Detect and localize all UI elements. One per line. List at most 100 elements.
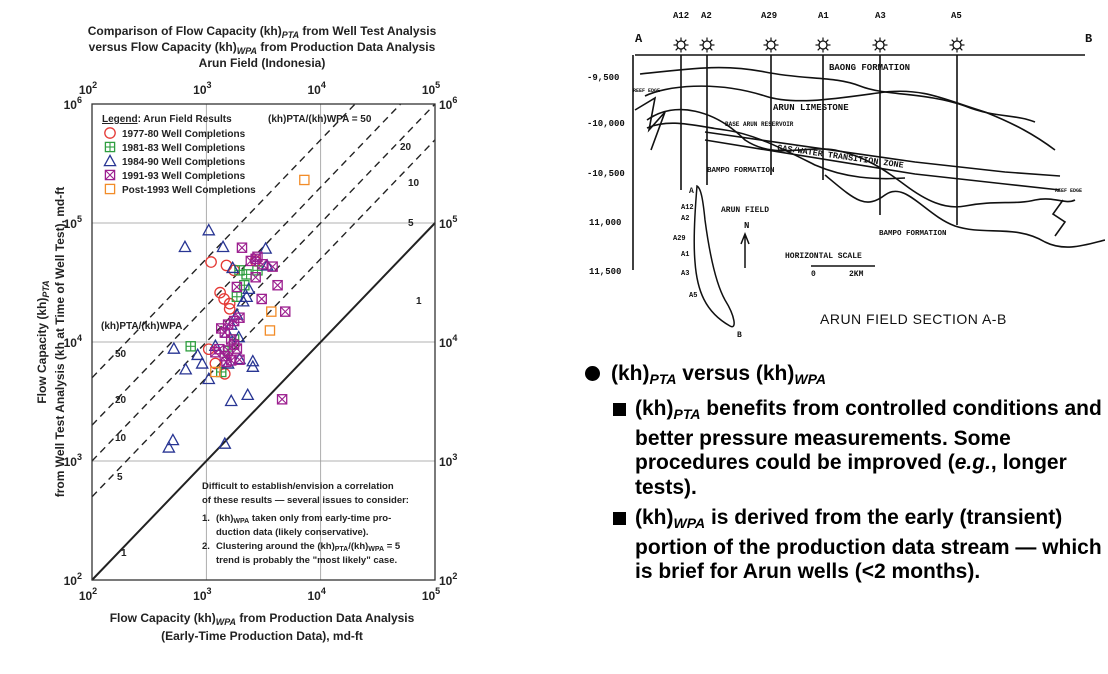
well-label-5: A3	[875, 11, 886, 21]
ratio-line-5	[91, 139, 436, 498]
bullet-square	[613, 512, 626, 525]
flow-capacity-chart: Comparison of Flow Capacity (kh)PTA from…	[35, 24, 457, 643]
data-point	[216, 239, 230, 253]
right-spike	[1051, 199, 1067, 237]
arun-field-cross-section: A12 A2 A29 A1 A3 A5 A B -9,500 -10,000 -…	[587, 11, 1105, 340]
bullet-main-sub2: WPA	[794, 371, 826, 387]
bullet-dot	[585, 366, 600, 381]
well-label-2: A2	[701, 11, 712, 21]
map-label: ARUN FIELD	[721, 206, 769, 215]
y-tick-label-left: 103	[64, 452, 82, 469]
data-point	[218, 436, 232, 449]
formation-baong: BAONG FORMATION	[829, 63, 910, 73]
y-tick-label-left: 105	[64, 214, 82, 231]
data-point	[258, 241, 273, 254]
data-point	[202, 371, 216, 385]
data-point	[236, 294, 250, 307]
data-point	[232, 352, 247, 365]
data-point	[220, 259, 233, 272]
y-tick-label-left: 104	[64, 333, 82, 350]
data-point	[202, 223, 216, 236]
bullet2-sub: WPA	[673, 515, 706, 531]
y-tick-label-right: 104	[439, 333, 457, 350]
base-reservoir	[646, 122, 906, 180]
map-well-2: A2	[681, 215, 689, 223]
map-well-6: A5	[689, 292, 697, 300]
bullet1-text: benefits from controlled conditions and …	[635, 397, 1102, 474]
legend-marker	[104, 141, 116, 153]
y-tick-label-right: 102	[439, 571, 457, 588]
data-point	[225, 260, 240, 274]
ratio-label-1: 1	[416, 296, 422, 307]
x-tick-label-top: 104	[307, 80, 325, 97]
data-point	[276, 394, 288, 405]
reef-edge-left: REEF EDGE	[633, 88, 660, 94]
map-well-4: A1	[681, 251, 689, 259]
depth-label-4: 11,000	[589, 218, 621, 228]
formation-bampo-1: BAMPO FORMATION	[707, 167, 775, 175]
y-tick-label-left: 106	[64, 95, 82, 112]
legend-marker	[104, 169, 116, 181]
field-outline	[693, 184, 735, 328]
legend-marker	[104, 183, 116, 195]
data-point	[202, 343, 215, 356]
annotation-line2: of these results — several issues to con…	[202, 495, 409, 506]
x-tick-label-bottom: 102	[79, 586, 97, 603]
map-well-3: A29	[673, 235, 686, 243]
ratio-label-20: 20	[400, 142, 412, 153]
bullet-main-sub1: PTA	[649, 371, 677, 387]
annotation-item1-prefix: 1.	[202, 513, 210, 524]
ratio-line-1	[91, 222, 436, 581]
formation-arun-limestone: ARUN LIMESTONE	[773, 103, 849, 113]
well-star-icon	[699, 37, 715, 53]
formation-gas-water: GAS/WATER TRANSITION ZONE	[777, 143, 905, 171]
ratio-label-5: 5	[117, 472, 123, 483]
data-point	[240, 387, 255, 401]
data-point	[231, 281, 243, 293]
scale-zero: 0	[811, 270, 816, 279]
data-point	[205, 256, 217, 268]
ratio-label-10: 10	[408, 178, 420, 189]
legend-marker	[103, 154, 117, 167]
data-point	[162, 440, 176, 453]
data-point	[236, 242, 248, 253]
data-point	[272, 279, 283, 291]
data-point	[279, 306, 291, 317]
data-point	[210, 366, 221, 378]
map-well-5: A3	[681, 270, 689, 278]
legend-label: 1991-93 Well Completions	[122, 171, 246, 182]
data-point	[209, 357, 222, 370]
reef-envelope	[646, 108, 1076, 208]
data-point	[256, 293, 267, 305]
map-corner-a: A	[689, 187, 694, 196]
legend-title: Legend: Arun Field Results	[102, 114, 232, 125]
data-points	[162, 174, 310, 453]
well-star-icon	[872, 37, 888, 53]
data-point	[260, 258, 274, 271]
ratio-label-5: 5	[408, 218, 414, 229]
gas-water-upper	[704, 131, 1061, 177]
annotation-item2-b: trend is probably the "most likely" case…	[216, 555, 397, 566]
y-tick-label-right: 103	[439, 452, 457, 469]
well-star-icon	[949, 37, 965, 53]
annotation-item1-a: (kh)WPA taken only from early-time pro-	[216, 513, 391, 525]
bullet-item-2: (kh)WPA is derived from the early (trans…	[585, 506, 1105, 585]
bampo-base	[824, 174, 1105, 248]
bullet-main-mid: versus (kh)	[676, 362, 795, 385]
data-point	[234, 312, 245, 323]
well-label-1: A12	[673, 11, 689, 21]
well-star-icon	[815, 37, 831, 53]
north-label: N	[744, 221, 749, 231]
data-point	[264, 325, 276, 336]
data-point	[179, 362, 193, 375]
bullet1-pre: (kh)	[635, 397, 674, 420]
depth-label-3: -10,500	[587, 169, 625, 179]
data-point	[185, 341, 196, 352]
data-point	[230, 307, 244, 320]
x-tick-label-top: 102	[79, 80, 97, 97]
data-point	[214, 343, 225, 355]
well-label-6: A5	[951, 11, 962, 21]
annotation-line1: Difficult to establish/envision a correl…	[202, 481, 394, 492]
well-star-icon	[763, 37, 779, 53]
y-tick-label-right: 106	[439, 95, 457, 112]
